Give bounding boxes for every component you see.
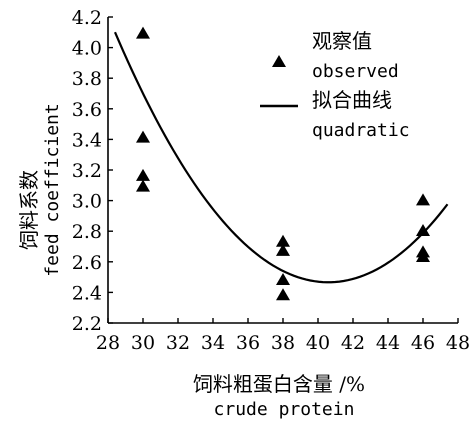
y-axis-title-cn: 饲料系数 (17, 170, 41, 250)
y-tick-label: 2.8 (72, 221, 102, 243)
observed-point (136, 130, 150, 143)
observed-point (416, 193, 430, 206)
observed-point (276, 272, 290, 285)
x-tick-label: 42 (341, 332, 365, 354)
y-tick-label: 3.2 (72, 160, 102, 182)
y-tick-label: 4.0 (72, 38, 102, 60)
x-tick-label: 32 (166, 332, 190, 354)
observed-point (136, 26, 150, 39)
x-tick-label: 40 (306, 332, 330, 354)
x-tick-label: 48 (446, 332, 470, 354)
x-tick-label: 46 (411, 332, 435, 354)
x-tick-label: 34 (201, 332, 225, 354)
legend-quadratic-en: quadratic (312, 120, 410, 141)
observed-point (416, 224, 430, 236)
x-axis-title-en: crude protein (214, 399, 355, 420)
observed-point (136, 168, 150, 181)
x-tick-label: 36 (236, 332, 260, 354)
data-marks (113, 26, 449, 301)
y-axis-title-en: feed coefficient (42, 103, 63, 276)
y-tick-label: 3.0 (72, 191, 102, 213)
y-tick-label: 4.2 (72, 7, 102, 29)
y-tick-label: 3.6 (72, 99, 102, 121)
ticks: 28 30 32 34 36 38 40 42 44 46 48 2.2 2.4 2.6 2.8 3.0 3.2… (72, 7, 470, 354)
x-axis-title-cn: 饲料粗蛋白含量 /% (193, 372, 365, 396)
x-tick-label: 44 (376, 332, 400, 354)
legend: 观察值 observed 拟合曲线 quadratic (260, 29, 410, 141)
observed-point (276, 288, 290, 301)
legend-observed-cn: 观察值 (312, 29, 372, 53)
x-tick-label: 30 (131, 332, 155, 354)
y-tick-label: 2.4 (72, 282, 102, 304)
legend-quadratic-cn: 拟合曲线 (312, 88, 392, 112)
x-tick-label: 38 (271, 332, 295, 354)
y-tick-label: 3.8 (72, 68, 102, 90)
observed-point (416, 250, 430, 263)
observed-point (276, 243, 290, 256)
fitted-curve (113, 31, 449, 284)
y-tick-label: 3.4 (72, 129, 102, 151)
y-tick-label: 2.6 (72, 252, 102, 274)
observed-point (276, 234, 290, 247)
y-tick-label: 2.2 (72, 313, 102, 335)
legend-triangle-marker (272, 55, 286, 67)
x-tick-label: 28 (96, 332, 120, 354)
observed-point (136, 179, 150, 192)
legend-observed-en: observed (312, 61, 399, 82)
